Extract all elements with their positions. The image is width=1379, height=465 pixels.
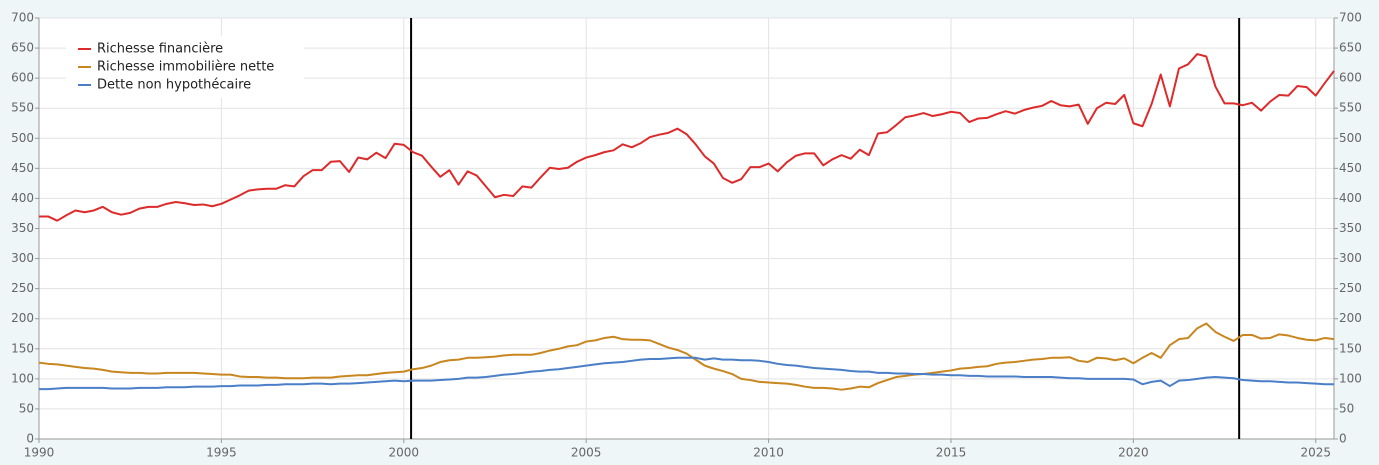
legend-label: Dette non hypothécaire [97,78,251,93]
y-tick-label: 250 [11,281,34,295]
y-tick-label: 300 [11,251,34,265]
y2-tick-label: 450 [1339,161,1362,175]
series-line [38,322,1335,391]
x-tick-label: 2025 [1300,446,1331,460]
y2-tick-label: 550 [1339,101,1362,115]
y2-tick-label: 700 [1339,11,1362,25]
y2-tick-label: 150 [1339,341,1362,355]
legend-label: Richesse immobilière nette [97,60,274,75]
x-tick-label: 1990 [24,446,55,460]
y-tick-label: 450 [11,161,34,175]
y2-tick-label: 350 [1339,221,1362,235]
y-tick-label: 100 [11,371,34,385]
x-tick-label: 2005 [571,446,602,460]
x-tick-label: 2020 [1118,446,1149,460]
y2-tick-label: 600 [1339,71,1362,85]
y-tick-label: 0 [26,432,34,446]
x-tick-label: 1995 [206,446,237,460]
y-tick-label: 200 [11,311,34,325]
y-tick-label: 400 [11,191,34,205]
y-tick-label: 700 [11,11,34,25]
y-tick-label: 50 [19,401,34,415]
x-tick-label: 2015 [936,446,967,460]
legend-box [66,36,304,98]
y2-tick-label: 100 [1339,371,1362,385]
y-tick-label: 350 [11,221,34,235]
y2-tick-label: 200 [1339,311,1362,325]
y2-tick-label: 300 [1339,251,1362,265]
legend: Richesse financière Richesse immobilière … [66,36,304,98]
y2-tick-label: 50 [1339,401,1354,415]
y2-tick-label: 650 [1339,41,1362,55]
y2-tick-label: 0 [1339,432,1347,446]
series-line [39,356,1334,391]
y-tick-label: 650 [11,41,34,55]
y-tick-label: 150 [11,341,34,355]
y-tick-label: 550 [11,101,34,115]
y2-tick-label: 400 [1339,191,1362,205]
legend-label: Richesse financière [97,42,223,57]
y-tick-label: 600 [11,71,34,85]
x-tick-label: 2000 [389,446,420,460]
series-line [39,53,1335,222]
y2-tick-label: 500 [1339,131,1362,145]
x-tick-label: 2010 [753,446,784,460]
y-tick-label: 500 [11,131,34,145]
y2-tick-label: 250 [1339,281,1362,295]
